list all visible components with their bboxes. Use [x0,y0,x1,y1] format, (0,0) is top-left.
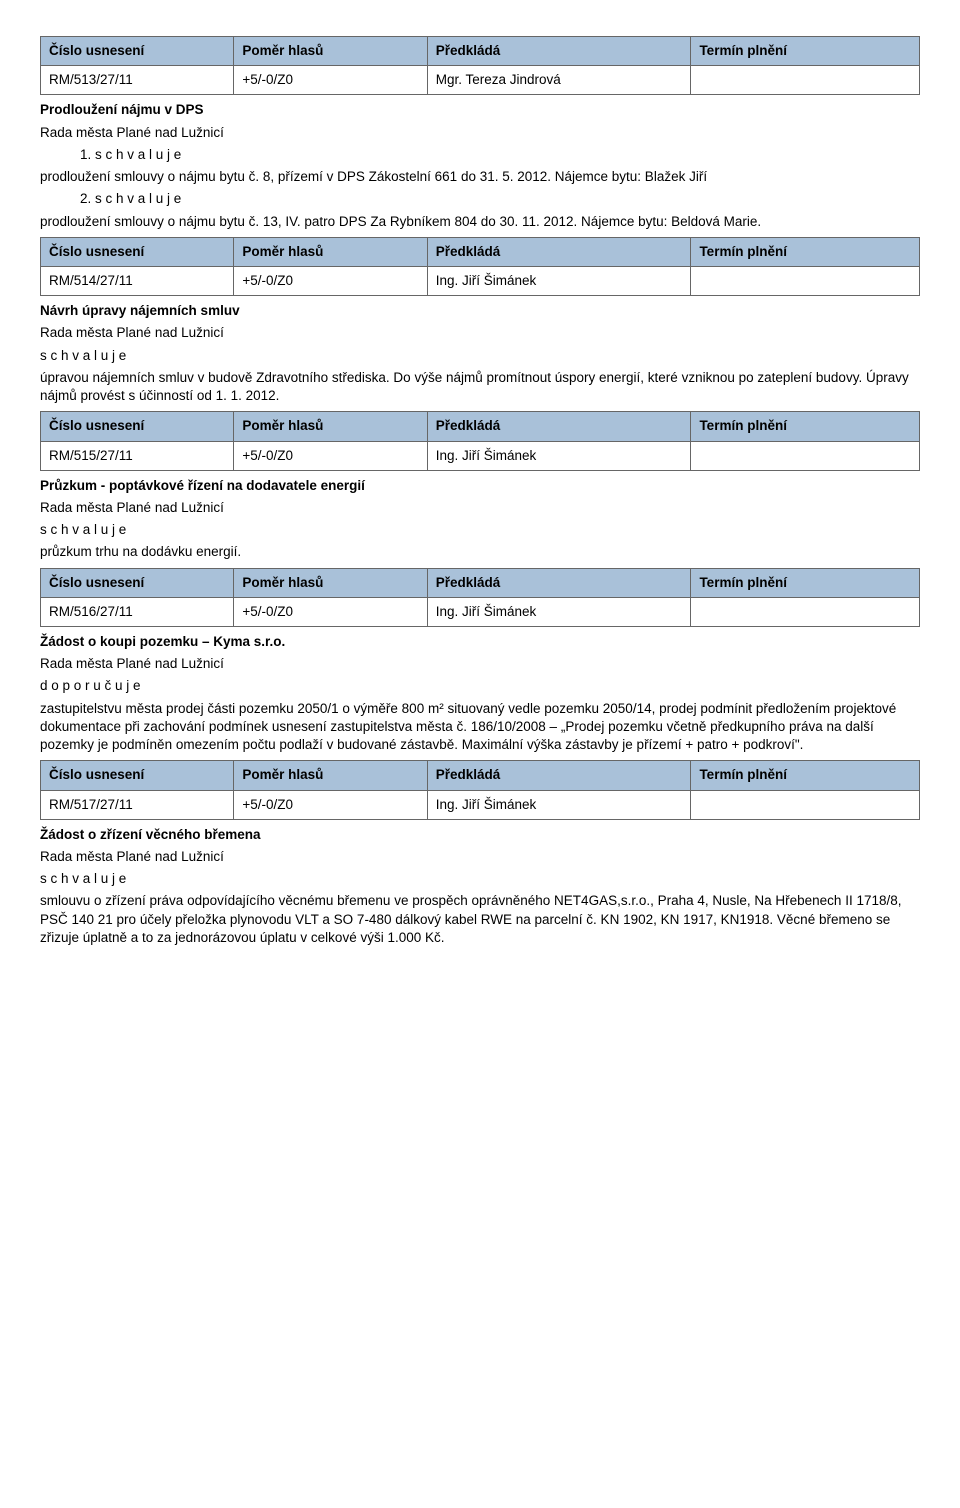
header-predklada: Předkládá [427,37,691,66]
rada-517: Rada města Plané nad Lužnicí [40,848,920,866]
header-predklada: Předkládá [427,412,691,441]
header-predklada: Předkládá [427,237,691,266]
header-predklada: Předkládá [427,761,691,790]
li2-513: 2. s c h v a l u j e [80,190,920,208]
resolution-table-516: Číslo usnesení Poměr hlasů Předkládá Ter… [40,568,920,627]
title-514: Návrh úpravy nájemních smluv [40,302,920,320]
rada-516: Rada města Plané nad Lužnicí [40,655,920,673]
header-pomer: Poměr hlasů [234,568,427,597]
cell-num: RM/515/27/11 [41,441,234,470]
cell-pred: Mgr. Tereza Jindrová [427,66,691,95]
header-pomer: Poměr hlasů [234,37,427,66]
cell-num: RM/513/27/11 [41,66,234,95]
header-termin: Termín plnění [691,37,920,66]
cell-termin [691,441,920,470]
cell-vote: +5/-0/Z0 [234,790,427,819]
schvaluje-517: s c h v a l u j e [40,870,920,888]
header-cislo: Číslo usnesení [41,761,234,790]
header-termin: Termín plnění [691,412,920,441]
cell-num: RM/516/27/11 [41,597,234,626]
body-514: úpravou nájemních smluv v budově Zdravot… [40,369,920,405]
body2-513: prodloužení smlouvy o nájmu bytu č. 13, … [40,213,920,231]
title-515: Průzkum - poptávkové řízení na dodavatel… [40,477,920,495]
cell-termin [691,790,920,819]
cell-termin [691,66,920,95]
title-513: Prodloužení nájmu v DPS [40,101,920,119]
cell-pred: Ing. Jiří Šimánek [427,597,691,626]
schvaluje-515: s c h v a l u j e [40,521,920,539]
header-predklada: Předkládá [427,568,691,597]
cell-num: RM/514/27/11 [41,266,234,295]
header-termin: Termín plnění [691,761,920,790]
cell-pred: Ing. Jiří Šimánek [427,266,691,295]
header-pomer: Poměr hlasů [234,412,427,441]
body-517: smlouvu o zřízení práva odpovídajícího v… [40,892,920,947]
cell-vote: +5/-0/Z0 [234,441,427,470]
body1-513: prodloužení smlouvy o nájmu bytu č. 8, p… [40,168,920,186]
header-cislo: Číslo usnesení [41,37,234,66]
header-cislo: Číslo usnesení [41,412,234,441]
header-pomer: Poměr hlasů [234,761,427,790]
schvaluje-514: s c h v a l u j e [40,347,920,365]
cell-pred: Ing. Jiří Šimánek [427,790,691,819]
li1-513: 1. s c h v a l u j e [80,146,920,164]
title-517: Žádost o zřízení věcného břemena [40,826,920,844]
title-516: Žádost o koupi pozemku – Kyma s.r.o. [40,633,920,651]
resolution-table-513: Číslo usnesení Poměr hlasů Předkládá Ter… [40,36,920,95]
cell-vote: +5/-0/Z0 [234,266,427,295]
header-pomer: Poměr hlasů [234,237,427,266]
rada-515: Rada města Plané nad Lužnicí [40,499,920,517]
header-termin: Termín plnění [691,237,920,266]
cell-pred: Ing. Jiří Šimánek [427,441,691,470]
header-cislo: Číslo usnesení [41,568,234,597]
cell-num: RM/517/27/11 [41,790,234,819]
body-516: zastupitelstvu města prodej části pozemk… [40,700,920,755]
cell-vote: +5/-0/Z0 [234,66,427,95]
rada-514: Rada města Plané nad Lužnicí [40,324,920,342]
rada-513: Rada města Plané nad Lužnicí [40,124,920,142]
resolution-table-515: Číslo usnesení Poměr hlasů Předkládá Ter… [40,411,920,470]
cell-termin [691,597,920,626]
header-cislo: Číslo usnesení [41,237,234,266]
resolution-table-514: Číslo usnesení Poměr hlasů Předkládá Ter… [40,237,920,296]
doporucuje-516: d o p o r u č u j e [40,677,920,695]
header-termin: Termín plnění [691,568,920,597]
cell-vote: +5/-0/Z0 [234,597,427,626]
cell-termin [691,266,920,295]
body-515: průzkum trhu na dodávku energií. [40,543,920,561]
resolution-table-517: Číslo usnesení Poměr hlasů Předkládá Ter… [40,760,920,819]
